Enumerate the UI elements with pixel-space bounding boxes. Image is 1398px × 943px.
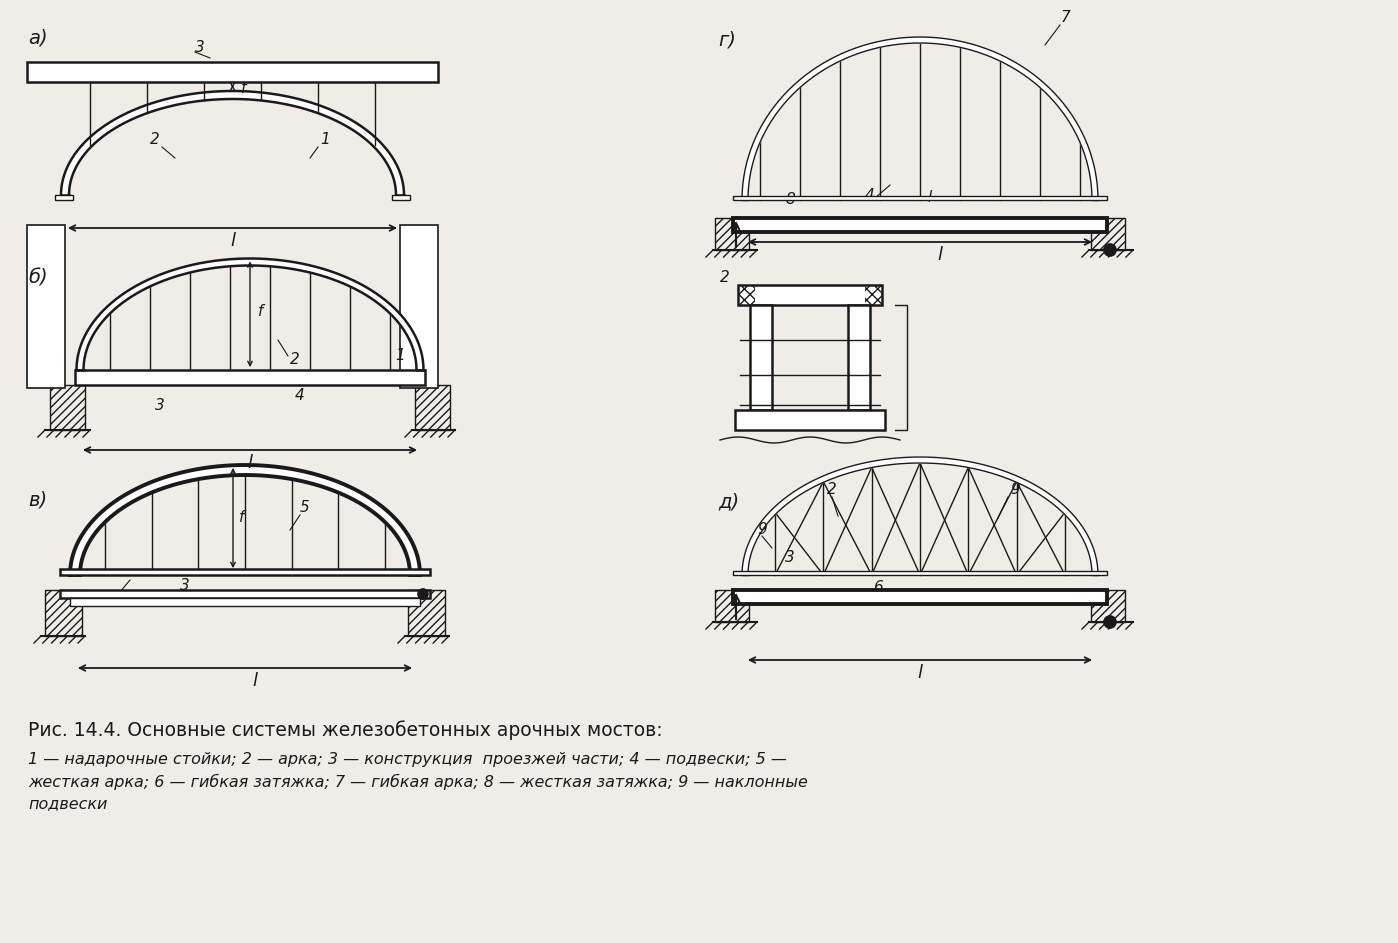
Circle shape [1104,244,1116,256]
Text: 4: 4 [120,590,130,605]
Text: 7: 7 [1060,10,1069,25]
Text: 2: 2 [720,270,730,285]
Polygon shape [62,91,404,195]
Bar [849,305,870,410]
Bar [50,385,85,430]
Bar [75,370,425,385]
Text: 3: 3 [196,41,206,56]
Polygon shape [742,457,1097,575]
Text: 2: 2 [828,483,837,498]
Bar [733,196,1107,200]
Text: 6: 6 [210,592,219,607]
Text: 5: 5 [301,501,310,516]
Bar [60,569,431,575]
Text: l: l [917,664,923,682]
Text: f: f [259,304,263,319]
Bar [738,285,755,305]
Text: 4: 4 [865,188,875,203]
Bar [735,410,885,430]
Bar [733,571,1107,575]
Polygon shape [742,37,1097,200]
Text: l: l [247,454,253,472]
Text: 1: 1 [320,133,330,147]
Text: 1: 1 [396,349,405,363]
Text: б): б) [28,268,48,287]
Bar [1090,590,1125,622]
Text: а): а) [28,28,48,47]
Bar [733,590,1107,604]
Bar [714,218,749,250]
Bar [391,195,410,200]
Text: 4: 4 [295,388,305,403]
Text: 3: 3 [155,398,165,412]
Text: 1 — надарочные стойки; 2 — арка; 3 — конструкция  проезжей части; 4 — подвески; : 1 — надарочные стойки; 2 — арка; 3 — кон… [28,752,787,767]
Text: г): г) [719,30,735,49]
Bar [27,225,64,388]
Bar [1090,218,1125,250]
Bar [749,305,772,410]
Bar [415,385,450,430]
Text: 3: 3 [786,551,795,566]
Polygon shape [70,465,419,575]
Polygon shape [77,258,424,370]
Bar [45,590,82,636]
Circle shape [1104,616,1116,628]
Text: f: f [240,81,246,96]
Bar [55,195,73,200]
Bar [400,225,438,388]
Text: д): д) [719,492,740,511]
Text: l: l [231,232,235,250]
Bar [60,590,431,598]
Text: жесткая арка; 6 — гибкая затяжка; 7 — гибкая арка; 8 — жесткая затяжка; 9 — накл: жесткая арка; 6 — гибкая затяжка; 7 — ги… [28,774,808,790]
Text: l: l [928,190,932,206]
Bar [738,285,882,305]
Bar [733,218,1107,232]
Text: в): в) [28,490,48,509]
Bar [865,285,882,305]
Bar [714,590,749,622]
Bar [70,598,419,606]
Circle shape [418,589,428,599]
Text: 2: 2 [291,353,301,368]
Bar [408,590,445,636]
Text: 9: 9 [758,522,768,538]
Text: 9: 9 [1011,483,1021,498]
Text: подвески: подвески [28,796,108,811]
Text: f: f [239,510,245,525]
Text: 4: 4 [825,288,835,303]
Bar [27,62,438,82]
Text: l: l [253,672,257,690]
Text: Рис. 14.4. Основные системы железобетонных арочных мостов:: Рис. 14.4. Основные системы железобетонн… [28,720,663,739]
Text: 8: 8 [786,192,795,207]
Text: 6: 6 [874,581,884,595]
Text: 3: 3 [180,577,190,592]
Text: l: l [938,246,942,264]
Text: 2: 2 [150,133,159,147]
